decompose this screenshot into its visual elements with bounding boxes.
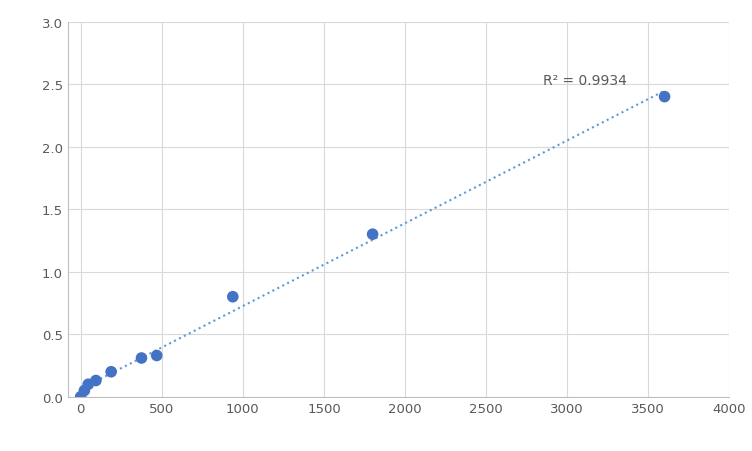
Point <box>78 387 90 394</box>
Point <box>105 368 117 376</box>
Point <box>90 377 102 384</box>
Point <box>227 294 239 301</box>
Point <box>135 354 147 362</box>
Point <box>74 393 86 400</box>
Point <box>366 231 378 238</box>
Point <box>659 94 671 101</box>
Point <box>82 381 94 388</box>
Point <box>150 352 162 359</box>
Text: R² = 0.9934: R² = 0.9934 <box>543 74 626 88</box>
